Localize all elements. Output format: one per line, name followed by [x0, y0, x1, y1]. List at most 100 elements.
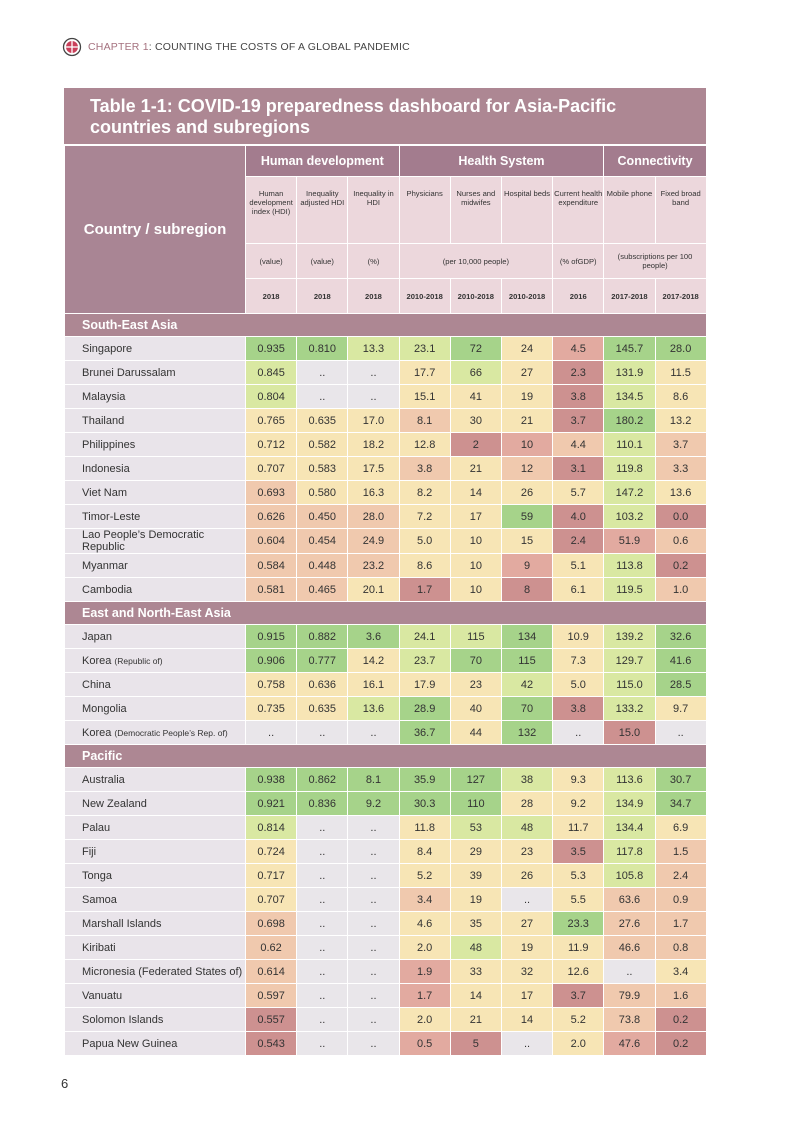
country-name: Australia: [82, 773, 125, 786]
country-name: Brunei Darussalam: [82, 366, 176, 379]
country: Mongolia: [64, 696, 246, 721]
country-name: Samoa: [82, 893, 117, 906]
value-cell: 53: [449, 815, 502, 840]
column-year: 2018: [347, 278, 400, 314]
section-name: South-East Asia: [64, 313, 707, 337]
value-cell: 8.6: [654, 384, 707, 409]
value-cell: 0.557: [244, 1007, 298, 1032]
value-cell: 12.8: [398, 432, 451, 457]
country-name: Tonga: [82, 869, 112, 882]
country: Korea (Democratic People’s Rep. of): [64, 720, 246, 745]
country-name: Micronesia (Federated States of): [82, 965, 243, 978]
value-cell: 6.1: [552, 577, 605, 602]
value-cell: 7.2: [398, 504, 451, 529]
value-cell: 28.0: [654, 336, 707, 361]
data-row: Japan 0.915 0.882 3.6 24.1 115 134 10.9 139.2 32.…: [64, 624, 707, 649]
country: Korea (Republic of): [64, 648, 246, 673]
data-row: Solomon Islands 0.557.... 2.0 21 14 5.2 73.8 0.…: [64, 1007, 707, 1032]
value-cell: 11.8: [398, 815, 451, 840]
value-cell: ..: [347, 384, 400, 409]
value-cell: 12.6: [552, 959, 605, 984]
data-row: Mongolia 0.735 0.635 13.6 28.9 40 70 3.8 133.2 9.…: [64, 696, 707, 721]
value-cell: 3.7: [552, 408, 605, 433]
value-cell: 117.8: [603, 839, 656, 864]
unit-label: (per 10,000 people): [398, 243, 554, 279]
value-cell: 3.8: [552, 384, 605, 409]
value-cell: 0.724: [244, 839, 298, 864]
value-cell: 23.2: [347, 553, 400, 578]
value-cell: 132: [500, 720, 554, 745]
value-cell: 9: [500, 553, 554, 578]
value-cell: 10.9: [552, 624, 605, 649]
country-name: Mongolia: [82, 702, 127, 715]
value-cell: 115: [449, 624, 502, 649]
value-cell: 0.5: [398, 1031, 451, 1056]
value-cell: ..: [347, 1007, 400, 1032]
country: New Zealand: [64, 791, 246, 816]
value-cell: 115.0: [603, 672, 656, 697]
unit-label: (subscriptions per 100 people): [603, 243, 707, 279]
value-cell: 2.3: [552, 360, 605, 385]
value-cell: 21: [449, 456, 502, 481]
section-name: East and North-East Asia: [64, 601, 707, 625]
data-row: Timor-Leste 0.626 0.450 28.0 7.2 17 59 4.0 103.2…: [64, 504, 707, 529]
value-cell: 105.8: [603, 863, 656, 888]
value-cell: 66: [449, 360, 502, 385]
value-cell: 19: [500, 384, 554, 409]
value-cell: 133.2: [603, 696, 656, 721]
value-cell: 30.7: [654, 767, 707, 792]
value-cell: ..: [347, 1031, 400, 1056]
value-cell: 0.777: [296, 648, 349, 673]
value-cell: 59: [500, 504, 554, 529]
value-cell: 0.635: [296, 696, 349, 721]
value-cell: 0.597: [244, 983, 298, 1008]
data-row: Korea (Republic of) 0.906 0.777 14.2 23.7 70 1…: [64, 648, 707, 673]
value-cell: 4.5: [552, 336, 605, 361]
data-row: Fiji 0.724.... 8.4 29 23 3.5 117.8 1.5: [64, 839, 707, 864]
value-cell: 5.2: [552, 1007, 605, 1032]
value-cell: 28.0: [347, 504, 400, 529]
column-label: Nurses and midwifes: [449, 176, 502, 244]
value-cell: 4.4: [552, 432, 605, 457]
value-cell: 79.9: [603, 983, 656, 1008]
country: Brunei Darussalam: [64, 360, 246, 385]
value-cell: ..: [347, 360, 400, 385]
value-cell: 51.9: [603, 528, 656, 554]
country-name: Thailand: [82, 414, 125, 427]
value-cell: 27.6: [603, 911, 656, 936]
value-cell: 46.6: [603, 935, 656, 960]
value-cell: 4.6: [398, 911, 451, 936]
data-row: China 0.758 0.636 16.1 17.9 23 42 5.0 115.0 28.5: [64, 672, 707, 697]
value-cell: 28: [500, 791, 554, 816]
value-cell: 9.3: [552, 767, 605, 792]
value-cell: 0.465: [296, 577, 349, 602]
value-cell: 3.8: [398, 456, 451, 481]
data-row: Australia 0.938 0.862 8.1 35.9 127 38 9.3 113.6 3…: [64, 767, 707, 792]
value-cell: 48: [449, 935, 502, 960]
value-cell: 13.6: [654, 480, 707, 505]
column-label: Physicians: [398, 176, 451, 244]
value-cell: 12: [500, 456, 554, 481]
value-cell: 113.8: [603, 553, 656, 578]
label-row: Human development index (HDI) Inequality …: [65, 176, 707, 244]
country: Solomon Islands: [64, 1007, 246, 1032]
value-cell: 0.2: [654, 1007, 707, 1032]
country: Australia: [64, 767, 246, 792]
value-cell: 0.2: [654, 553, 707, 578]
chapter: CHAPTER 1: [88, 41, 149, 53]
country-name: Viet Nam: [82, 486, 128, 499]
column-year: 2018: [244, 278, 298, 314]
value-cell: 20.1: [347, 577, 400, 602]
value-cell: 3.8: [552, 696, 605, 721]
value-cell: ..: [552, 720, 605, 745]
value-cell: ..: [296, 360, 349, 385]
value-cell: 13.2: [654, 408, 707, 433]
value-cell: 38: [500, 767, 554, 792]
value-cell: 1.0: [654, 577, 707, 602]
value-cell: 3.6: [347, 624, 400, 649]
value-cell: 11.7: [552, 815, 605, 840]
value-cell: 70: [500, 696, 554, 721]
value-cell: 8.1: [398, 408, 451, 433]
value-cell: ..: [296, 887, 349, 912]
